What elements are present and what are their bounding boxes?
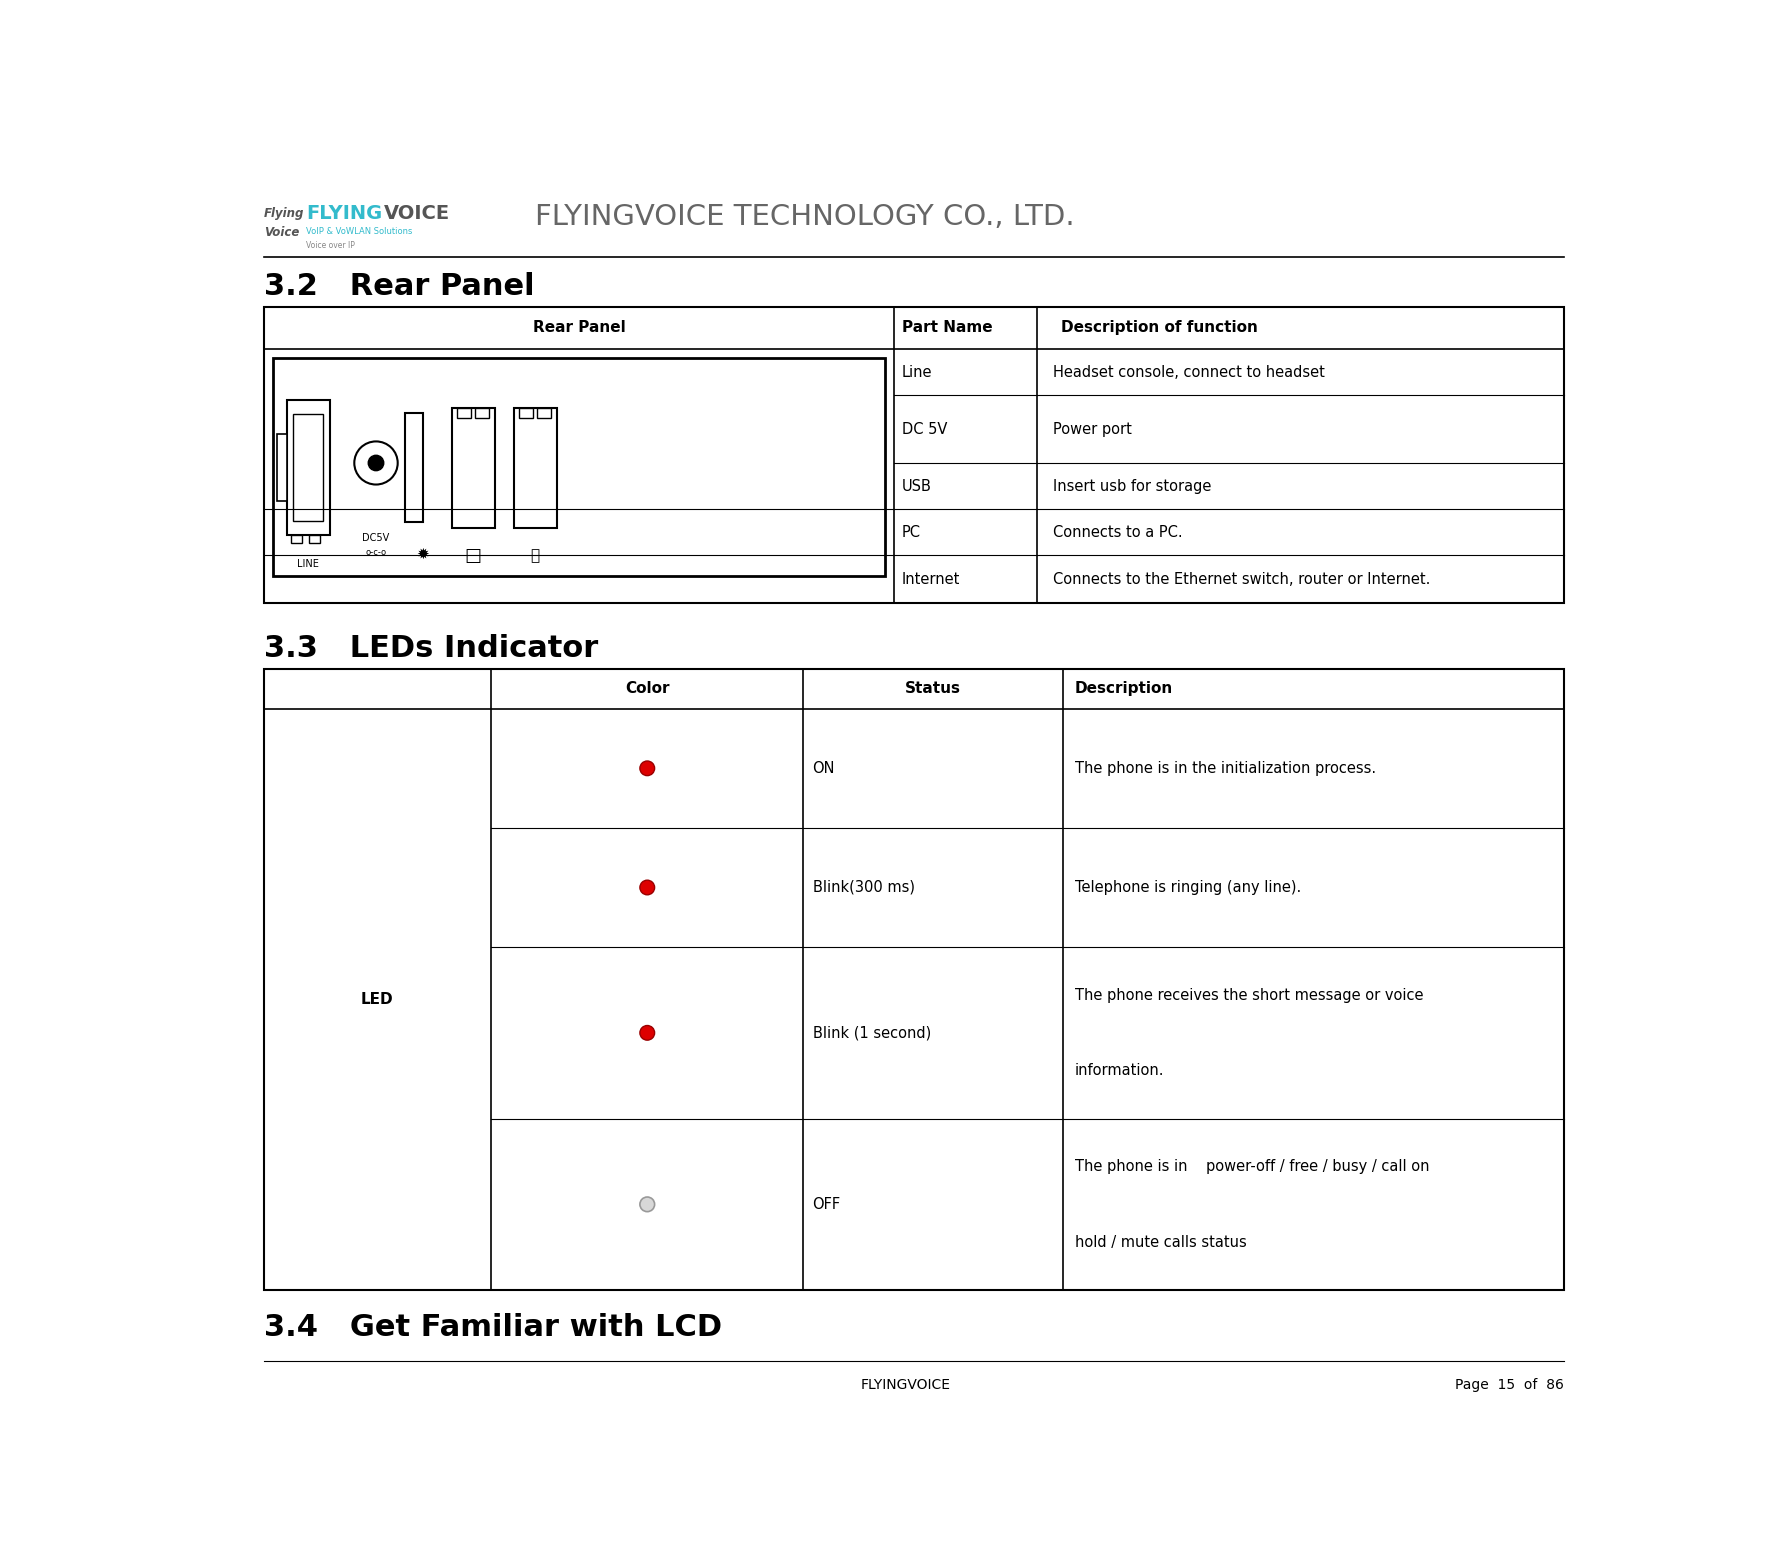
Text: □: □ xyxy=(465,547,481,564)
Text: Blink (1 second): Blink (1 second) xyxy=(813,1025,932,1040)
Bar xyxy=(278,434,286,501)
Text: 3.4   Get Familiar with LCD: 3.4 Get Familiar with LCD xyxy=(263,1314,721,1342)
Text: Voice over IP: Voice over IP xyxy=(306,242,355,250)
Text: hold / mute calls status: hold / mute calls status xyxy=(1075,1234,1246,1250)
Text: FLYINGVOICE: FLYINGVOICE xyxy=(861,1378,951,1392)
Bar xyxy=(272,358,886,576)
Text: OFF: OFF xyxy=(813,1196,842,1212)
Circle shape xyxy=(640,1026,654,1040)
Text: Voice: Voice xyxy=(263,226,299,239)
Text: Connects to the Ethernet switch, router or Internet.: Connects to the Ethernet switch, router … xyxy=(1054,572,1430,587)
Text: LED: LED xyxy=(361,992,394,1007)
Text: Connects to a PC.: Connects to a PC. xyxy=(1054,525,1183,539)
Text: ON: ON xyxy=(813,761,834,776)
Text: Rear Panel: Rear Panel xyxy=(532,320,626,336)
Text: Part Name: Part Name xyxy=(902,320,992,336)
Text: 3.3   LEDs Indicator: 3.3 LEDs Indicator xyxy=(263,634,598,662)
Text: o-c-o: o-c-o xyxy=(366,548,387,558)
Text: Insert usb for storage: Insert usb for storage xyxy=(1054,480,1211,494)
Circle shape xyxy=(640,1196,654,1212)
Text: FLYINGVOICE TECHNOLOGY CO., LTD.: FLYINGVOICE TECHNOLOGY CO., LTD. xyxy=(536,203,1075,231)
Text: Line: Line xyxy=(902,364,932,380)
Bar xyxy=(456,409,470,417)
Bar xyxy=(453,409,495,528)
Circle shape xyxy=(354,442,398,484)
Text: ✹: ✹ xyxy=(415,547,430,562)
Text: Flying: Flying xyxy=(263,206,304,220)
Text: Page  15  of  86: Page 15 of 86 xyxy=(1455,1378,1565,1392)
Bar xyxy=(263,669,1565,1290)
Text: Headset console, connect to headset: Headset console, connect to headset xyxy=(1054,364,1324,380)
Text: The phone receives the short message or voice: The phone receives the short message or … xyxy=(1075,987,1423,1003)
Circle shape xyxy=(640,761,654,776)
Text: Description of function: Description of function xyxy=(1061,320,1257,336)
Bar xyxy=(293,414,324,522)
Text: Telephone is ringing (any line).: Telephone is ringing (any line). xyxy=(1075,879,1301,895)
Circle shape xyxy=(368,455,384,470)
Bar xyxy=(518,409,532,417)
Text: VoIP & VoWLAN Solutions: VoIP & VoWLAN Solutions xyxy=(306,228,412,236)
Bar xyxy=(290,534,302,542)
Text: The phone is in the initialization process.: The phone is in the initialization proce… xyxy=(1075,761,1376,776)
Text: 3.2   Rear Panel: 3.2 Rear Panel xyxy=(263,272,534,301)
Text: Status: Status xyxy=(905,681,962,697)
Text: The phone is in    power-off / free / busy / call on: The phone is in power-off / free / busy … xyxy=(1075,1159,1430,1175)
Text: Description: Description xyxy=(1075,681,1174,697)
Text: DC5V: DC5V xyxy=(362,533,389,542)
Bar xyxy=(263,306,1565,603)
Text: information.: information. xyxy=(1075,1064,1165,1078)
Text: LINE: LINE xyxy=(297,559,320,569)
Text: Color: Color xyxy=(626,681,670,697)
Bar xyxy=(286,400,329,534)
Bar xyxy=(405,412,423,522)
Text: Blink(300 ms): Blink(300 ms) xyxy=(813,879,914,895)
Circle shape xyxy=(640,879,654,895)
Bar xyxy=(514,409,557,528)
Text: PC: PC xyxy=(902,525,921,539)
Text: FLYING: FLYING xyxy=(306,205,382,223)
Text: Power port: Power port xyxy=(1054,422,1132,437)
Text: VOICE: VOICE xyxy=(384,205,449,223)
Bar xyxy=(537,409,552,417)
Text: DC 5V: DC 5V xyxy=(902,422,948,437)
Bar xyxy=(476,409,490,417)
Text: USB: USB xyxy=(902,480,932,494)
Bar xyxy=(309,534,320,542)
Text: Internet: Internet xyxy=(902,572,960,587)
Text: 辟: 辟 xyxy=(530,548,539,562)
